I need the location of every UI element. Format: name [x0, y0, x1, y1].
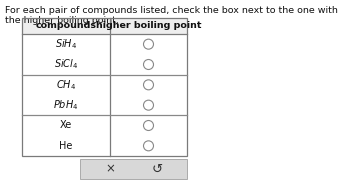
Circle shape — [144, 100, 154, 110]
Bar — [22, 18, 187, 156]
Circle shape — [144, 60, 154, 70]
Text: $PbH_{4}$: $PbH_{4}$ — [53, 98, 79, 112]
Circle shape — [144, 39, 154, 49]
Text: Xe: Xe — [60, 121, 72, 130]
Circle shape — [144, 80, 154, 90]
Text: higher boiling point: higher boiling point — [96, 22, 201, 31]
Text: compounds: compounds — [35, 22, 97, 31]
Circle shape — [144, 141, 154, 151]
Text: $SiH_{4}$: $SiH_{4}$ — [55, 37, 77, 51]
Bar — [22, 18, 187, 34]
Text: ↺: ↺ — [152, 163, 163, 176]
Text: $CH_{4}$: $CH_{4}$ — [56, 78, 76, 92]
Text: For each pair of compounds listed, check the box next to the one with the higher: For each pair of compounds listed, check… — [5, 6, 338, 25]
Text: He: He — [59, 141, 73, 151]
Bar — [80, 159, 187, 179]
Circle shape — [144, 121, 154, 130]
Text: $SiCl_{4}$: $SiCl_{4}$ — [54, 58, 78, 71]
Text: ×: × — [105, 163, 115, 176]
